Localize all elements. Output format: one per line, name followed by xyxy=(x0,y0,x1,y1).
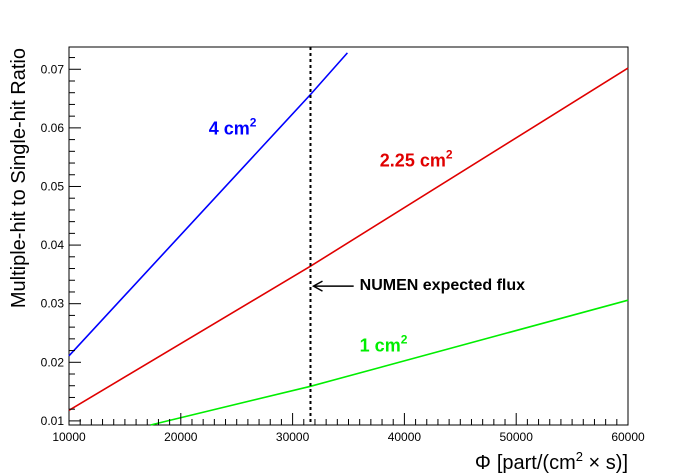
y-tick-label: 0.06 xyxy=(41,121,65,135)
series-layer xyxy=(68,47,629,426)
x-axis-title-prefix: [part/(cm xyxy=(497,452,576,474)
series-label-exponent: 2 xyxy=(250,115,257,129)
series-line-1 xyxy=(68,67,629,411)
y-tick-label: 0.03 xyxy=(41,297,65,311)
x-axis-title-exponent: 2 xyxy=(576,449,583,464)
series-label-0: 4 cm2 xyxy=(209,115,257,138)
y-tick-label: 0.05 xyxy=(41,179,65,193)
x-tick-label: 10000 xyxy=(52,430,86,444)
plot-area-border xyxy=(68,46,629,426)
series-label-exponent: 2 xyxy=(446,148,453,162)
series-label-2: 1 cm2 xyxy=(360,333,408,356)
series-line-0 xyxy=(68,52,348,357)
annotation-arrow-head xyxy=(311,280,323,292)
series-line-2 xyxy=(150,299,629,426)
y-tick-label: 0.02 xyxy=(41,355,65,369)
ticks-layer: 10000 20000 30000 40000 50000 60000 0.01 0.02 0.… xyxy=(41,57,645,444)
series-label-text: 2.25 cm xyxy=(380,151,446,171)
series-label-text: 4 cm xyxy=(209,118,250,138)
x-axis-title-symbol: Φ xyxy=(475,452,491,474)
series-label-exponent: 2 xyxy=(401,333,408,347)
x-axis-title-suffix: × s)] xyxy=(583,452,628,474)
series-label-text: 1 cm xyxy=(360,336,401,356)
annotation-label: NUMEN expected flux xyxy=(360,277,525,294)
series-label-1: 2.25 cm2 xyxy=(380,148,453,171)
y-axis-title: Multiple-hit to Single-hit Ratio xyxy=(8,48,30,308)
x-tick-label: 60000 xyxy=(611,430,645,444)
y-tick-label: 0.07 xyxy=(41,62,65,76)
plot-frame xyxy=(68,46,629,426)
y-tick-label: 0.01 xyxy=(41,414,65,428)
x-tick-label: 40000 xyxy=(388,430,422,444)
x-axis-title: Φ [part/(cm2 × s)] xyxy=(475,449,628,474)
x-tick-label: 20000 xyxy=(164,430,198,444)
y-tick-label: 0.04 xyxy=(41,238,65,252)
x-tick-label: 50000 xyxy=(500,430,534,444)
x-tick-label: 30000 xyxy=(276,430,310,444)
